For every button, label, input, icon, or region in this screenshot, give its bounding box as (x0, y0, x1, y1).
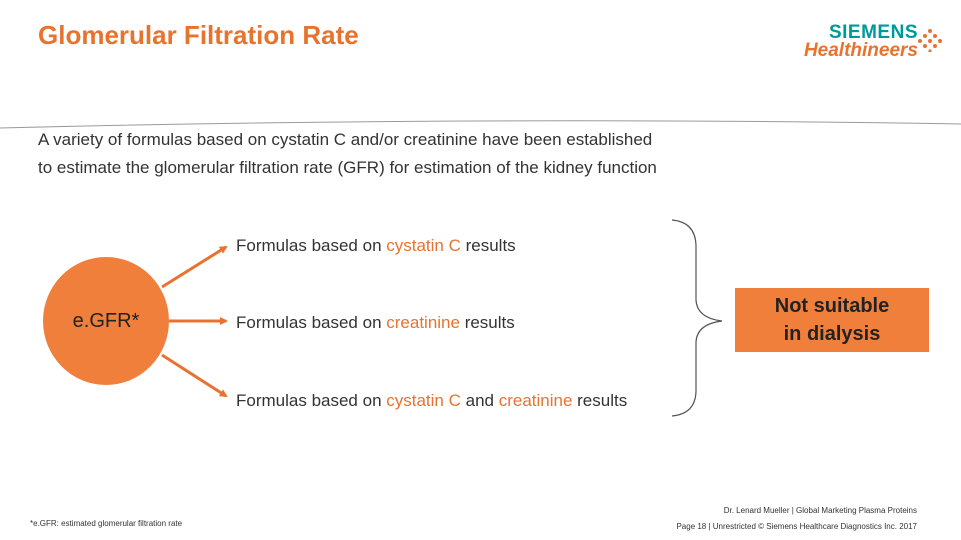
footer-author: Dr. Lenard Mueller | Global Marketing Pl… (723, 506, 917, 515)
intro-text: A variety of formulas based on cystatin … (38, 126, 838, 182)
footer-page-info: Page 18 | Unrestricted © Siemens Healthc… (676, 522, 917, 531)
formula-cystatin: Formulas based on cystatin C results (236, 236, 516, 255)
formula-creatinine: Formulas based on creatinine results (236, 313, 515, 332)
dialysis-notice-box: Not suitable in dialysis (735, 288, 929, 352)
arrow-to-combined (161, 353, 228, 398)
notice-line-1: Not suitable (774, 295, 890, 317)
arrow-to-cystatin (161, 245, 228, 289)
header-divider (0, 120, 961, 129)
siemens-healthineers-logo: SIEMENS Healthineers (803, 22, 946, 62)
notice-line-2: in dialysis (783, 323, 881, 345)
slide-title: Glomerular Filtration Rate (38, 20, 359, 50)
egfr-circle: e.GFR* (43, 257, 169, 385)
footnote: *e.GFR: estimated glomerular filtration … (30, 519, 183, 528)
logo-healthineers-text: Healthineers (803, 40, 918, 61)
logo-siemens-text: SIEMENS (828, 22, 918, 43)
right-brace (671, 219, 723, 417)
intro-line-2: to estimate the glomerular filtration ra… (38, 158, 657, 177)
intro-line-1: A variety of formulas based on cystatin … (38, 130, 653, 149)
footer: Dr. Lenard Mueller | Global Marketing Pl… (676, 503, 917, 535)
formula-combined: Formulas based on cystatin C and creatin… (236, 391, 628, 410)
logo-dots-icon (918, 29, 942, 52)
